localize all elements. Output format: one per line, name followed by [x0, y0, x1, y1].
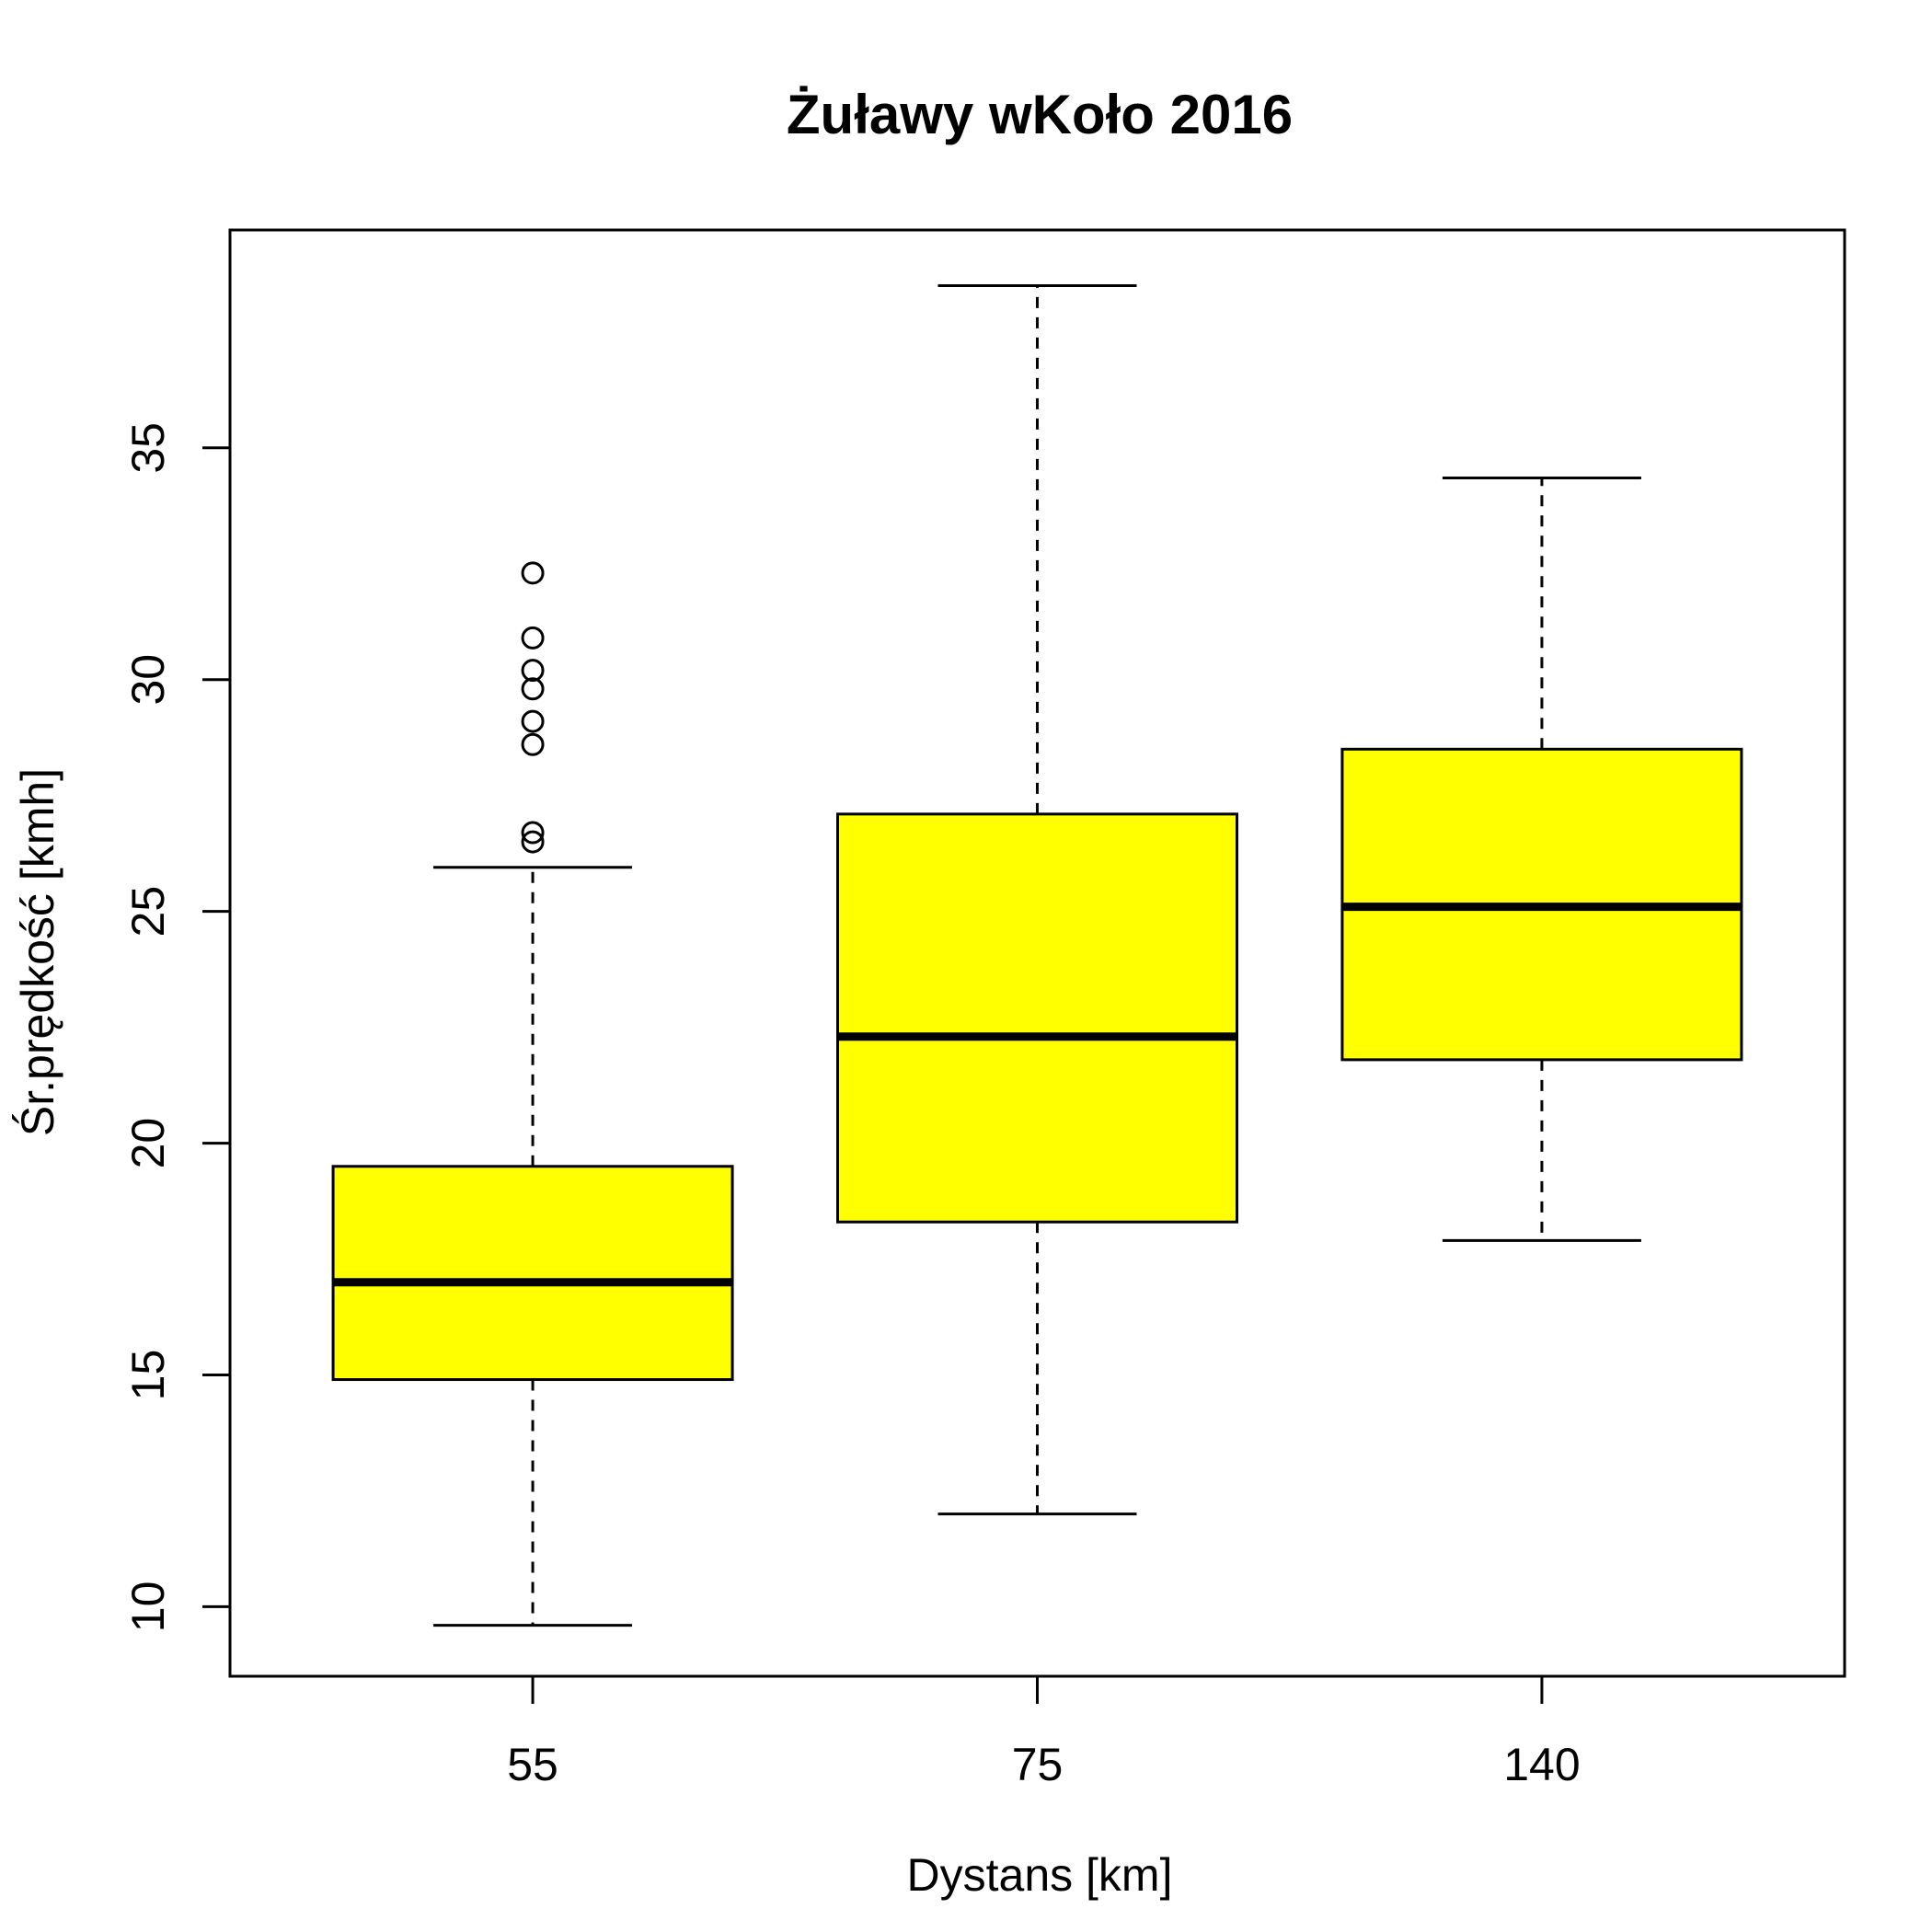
outlier-point — [521, 659, 545, 683]
y-tick-label: 15 — [122, 1350, 174, 1401]
box-140 — [1340, 477, 1743, 1242]
outlier-point — [521, 830, 545, 854]
x-tick-label: 55 — [507, 1739, 558, 1790]
outlier-point — [521, 626, 545, 650]
box-75 — [836, 283, 1238, 1516]
outlier-point — [521, 732, 545, 756]
x-axis-label: Dystans [km] — [907, 1849, 1173, 1901]
chart-title: Żuławy wKoło 2016 — [787, 84, 1293, 145]
x-tick-label: 75 — [1012, 1739, 1064, 1790]
y-axis: 10 15 20 25 30 35 — [122, 422, 232, 1633]
y-tick-label: 25 — [122, 886, 174, 937]
box-iqr — [836, 812, 1238, 1224]
boxes-group — [331, 283, 1743, 1627]
outlier-point — [521, 677, 545, 701]
box-iqr — [331, 1165, 734, 1382]
y-tick-label: 30 — [122, 654, 174, 706]
y-tick-label: 10 — [122, 1581, 174, 1633]
x-tick-label: 140 — [1503, 1739, 1580, 1790]
y-axis-label: Śr.prędkość [kmh] — [11, 768, 63, 1136]
x-axis: 55 75 140 — [507, 1674, 1581, 1790]
outlier-point — [521, 709, 545, 733]
outlier-point — [521, 561, 545, 585]
y-tick-label: 20 — [122, 1118, 174, 1169]
box-55 — [331, 561, 734, 1627]
y-tick-label: 35 — [122, 422, 174, 474]
outlier-point — [521, 821, 545, 845]
